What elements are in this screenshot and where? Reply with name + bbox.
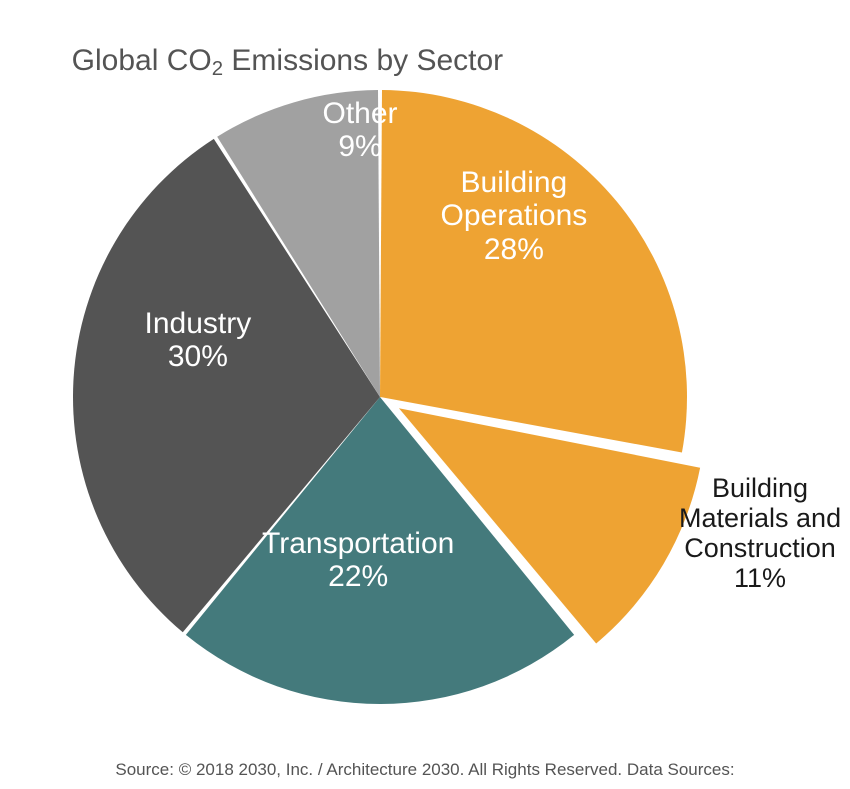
slice-label-other: Other 9% xyxy=(323,97,398,164)
slice-label-building-materials-and-construction: Building Materials and Construction 11% xyxy=(679,473,841,594)
pie-chart xyxy=(0,0,850,789)
slice-label-industry: Industry 30% xyxy=(145,307,252,374)
pie-slice-building-operations xyxy=(380,90,687,453)
slice-label-building-operations: Building Operations 28% xyxy=(441,166,588,267)
slice-label-transportation: Transportation 22% xyxy=(262,527,454,594)
footer-line-1: Source: © 2018 2030, Inc. / Architecture… xyxy=(115,760,734,779)
source-footer: Source: © 2018 2030, Inc. / Architecture… xyxy=(0,738,850,789)
